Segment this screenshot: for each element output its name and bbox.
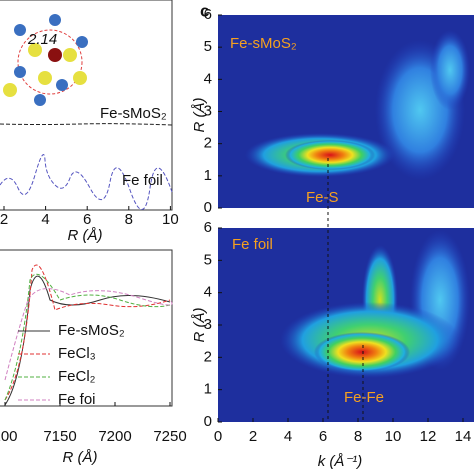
curve-label: Fe foil: [122, 172, 163, 189]
panel-letter: c: [200, 1, 209, 20]
x-tick-label: 8: [125, 211, 133, 228]
curve-label: Fe-sMoS₂: [100, 105, 167, 122]
y-tick-label: 5: [204, 38, 212, 55]
x-tick-label: 2: [0, 211, 8, 228]
x-axis-label: R (Å): [63, 449, 98, 466]
x-tick-label: 10: [385, 428, 402, 445]
x-tick-label: 12: [420, 428, 437, 445]
x-axis-label: k (Å⁻¹): [318, 453, 363, 470]
y-tick-label: 4: [204, 284, 212, 301]
x-tick-label: 7150: [43, 428, 76, 445]
x-axis-label: R (Å): [68, 227, 103, 244]
y-tick-label: 1: [204, 381, 212, 398]
legend: Fe-sMoS₂ FeCl₃ FeCl₂ Fe foi: [18, 322, 125, 408]
y-tick-label: 3: [204, 316, 212, 333]
x-tick-label: 10: [162, 211, 179, 228]
x-tick-label: 0: [214, 428, 222, 445]
legend-entry: FeCl₂: [58, 368, 96, 385]
x-tick-label: 7200: [98, 428, 131, 445]
y-tick-label: 5: [204, 251, 212, 268]
y-tick-label: 3: [204, 102, 212, 119]
y-tick-label: 2: [204, 135, 212, 152]
legend-entry: Fe-sMoS₂: [58, 322, 125, 339]
y-tick-label: 0: [204, 199, 212, 216]
y-tick-label: 2: [204, 348, 212, 365]
y-axis-label: R (Å): [191, 308, 208, 343]
panel-b: 2.14 Fe-sMoS₂ Fe foil 2 4 6 8 10 R (Å): [0, 0, 179, 244]
y-axis-label: R (Å): [191, 98, 208, 133]
x-tick-label: 6: [83, 211, 91, 228]
bond-length: 2.14: [27, 31, 57, 48]
y-tick-label: 6: [204, 219, 212, 236]
x-tick-label: 8: [354, 428, 362, 445]
x-tick-label: 6: [319, 428, 327, 445]
x-tick-label: 100: [0, 428, 18, 445]
sample-label: Fe-sMoS₂: [230, 35, 297, 52]
x-tick-label: 2: [249, 428, 257, 445]
panel-xanes: Fe-sMoS₂ FeCl₃ FeCl₂ Fe foi 100 7150 7200 7…: [0, 249, 187, 466]
x-tick-label: 7250: [153, 428, 186, 445]
y-tick-label: 6: [204, 6, 212, 23]
y-tick-label: 0: [204, 413, 212, 430]
peak-label: Fe-Fe: [344, 389, 384, 406]
structure: [3, 14, 88, 106]
x-tick-label: 4: [41, 211, 49, 228]
legend-entry: FeCl₃: [58, 345, 96, 362]
x-tick-label: 14: [455, 428, 472, 445]
legend-entry: Fe foi: [58, 391, 96, 408]
peak-label: Fe-S: [306, 189, 339, 206]
panel-c: c Fe-sMoS₂ Fe-S Fe foil Fe-Fe 0 2 4 6 8 10 12 1…: [191, 1, 474, 470]
y-tick-label: 4: [204, 70, 212, 87]
x-tick-label: 4: [284, 428, 292, 445]
y-tick-label: 1: [204, 167, 212, 184]
sample-label: Fe foil: [232, 236, 273, 253]
